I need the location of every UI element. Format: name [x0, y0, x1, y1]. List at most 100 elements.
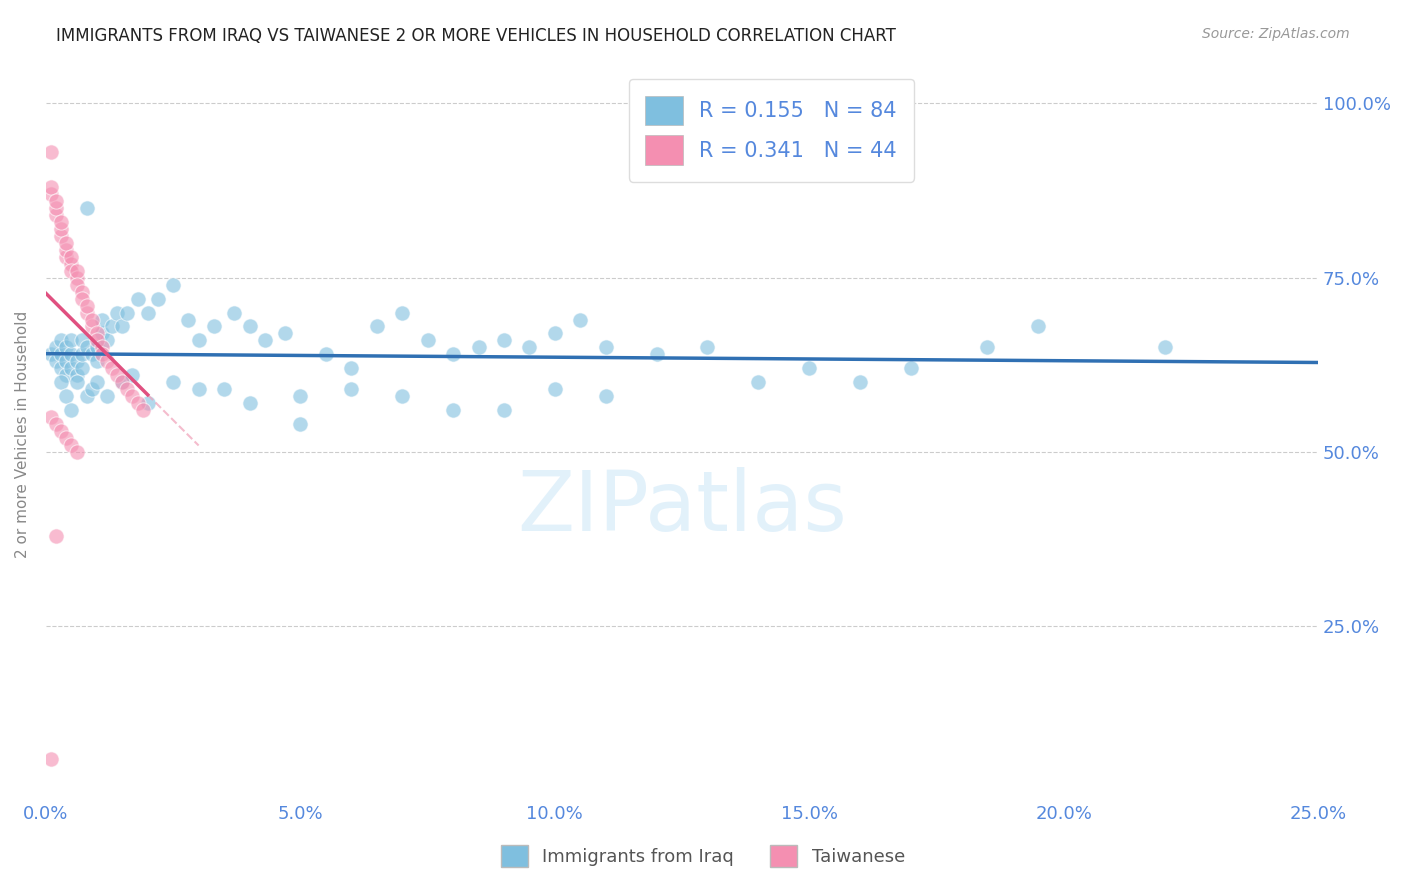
Point: [238, 319, 260, 334]
Point: [51, 334, 73, 348]
Point: [101, 319, 124, 334]
Point: [70, 292, 93, 306]
Point: [55, 243, 77, 257]
Point: [595, 389, 617, 403]
Point: [39, 752, 62, 766]
Point: [86, 326, 108, 341]
Point: [65, 354, 87, 368]
Point: [162, 376, 184, 390]
Point: [900, 361, 922, 376]
Point: [86, 334, 108, 348]
Point: [70, 347, 93, 361]
Point: [492, 403, 515, 417]
Point: [45, 529, 67, 543]
Point: [177, 312, 200, 326]
Point: [60, 403, 83, 417]
Point: [65, 445, 87, 459]
Point: [519, 340, 541, 354]
Point: [60, 334, 83, 348]
Point: [55, 368, 77, 383]
Point: [121, 389, 143, 403]
Point: [55, 340, 77, 354]
Point: [45, 208, 67, 222]
Point: [51, 361, 73, 376]
Point: [80, 347, 103, 361]
Point: [202, 319, 225, 334]
Point: [86, 340, 108, 354]
Point: [101, 361, 124, 376]
Point: [65, 376, 87, 390]
Point: [91, 340, 114, 354]
Point: [86, 376, 108, 390]
Point: [1026, 319, 1049, 334]
Point: [136, 396, 159, 410]
Point: [96, 334, 118, 348]
Point: [76, 389, 98, 403]
Point: [569, 312, 592, 326]
Point: [51, 228, 73, 243]
Point: [441, 347, 464, 361]
Point: [105, 305, 128, 319]
Point: [70, 334, 93, 348]
Point: [39, 347, 62, 361]
Point: [187, 334, 209, 348]
Point: [60, 250, 83, 264]
Point: [544, 326, 567, 341]
Point: [60, 257, 83, 271]
Point: [86, 354, 108, 368]
Point: [45, 201, 67, 215]
Text: Source: ZipAtlas.com: Source: ZipAtlas.com: [1202, 27, 1350, 41]
Point: [187, 382, 209, 396]
Point: [747, 376, 769, 390]
Point: [274, 326, 297, 341]
Point: [391, 305, 413, 319]
Point: [96, 389, 118, 403]
Point: [51, 347, 73, 361]
Point: [55, 354, 77, 368]
Point: [224, 305, 246, 319]
Point: [55, 250, 77, 264]
Point: [51, 424, 73, 438]
Point: [696, 340, 718, 354]
Point: [45, 194, 67, 208]
Text: IMMIGRANTS FROM IRAQ VS TAIWANESE 2 OR MORE VEHICLES IN HOUSEHOLD CORRELATION CH: IMMIGRANTS FROM IRAQ VS TAIWANESE 2 OR M…: [56, 27, 896, 45]
Point: [105, 368, 128, 383]
Legend: Immigrants from Iraq, Taiwanese: Immigrants from Iraq, Taiwanese: [494, 838, 912, 874]
Legend: R = 0.155   N = 84, R = 0.341   N = 44: R = 0.155 N = 84, R = 0.341 N = 44: [628, 78, 914, 182]
Y-axis label: 2 or more Vehicles in Household: 2 or more Vehicles in Household: [15, 311, 30, 558]
Point: [111, 319, 134, 334]
Point: [51, 222, 73, 236]
Point: [76, 305, 98, 319]
Point: [60, 438, 83, 452]
Point: [492, 334, 515, 348]
Point: [146, 292, 169, 306]
Point: [65, 368, 87, 383]
Point: [51, 215, 73, 229]
Point: [212, 382, 235, 396]
Point: [70, 361, 93, 376]
Point: [60, 361, 83, 376]
Point: [595, 340, 617, 354]
Point: [131, 403, 153, 417]
Point: [238, 396, 260, 410]
Point: [117, 305, 139, 319]
Point: [111, 376, 134, 390]
Point: [39, 187, 62, 202]
Point: [45, 354, 67, 368]
Point: [39, 410, 62, 425]
Point: [441, 403, 464, 417]
Point: [416, 334, 439, 348]
Point: [117, 382, 139, 396]
Point: [96, 354, 118, 368]
Point: [76, 299, 98, 313]
Point: [1154, 340, 1177, 354]
Point: [849, 376, 872, 390]
Point: [91, 347, 114, 361]
Point: [121, 368, 143, 383]
Point: [290, 417, 312, 431]
Point: [45, 417, 67, 431]
Point: [51, 376, 73, 390]
Point: [391, 389, 413, 403]
Point: [39, 180, 62, 194]
Point: [976, 340, 998, 354]
